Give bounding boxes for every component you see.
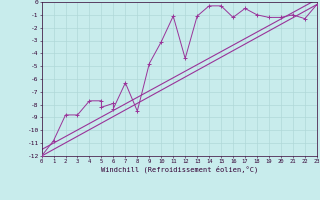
X-axis label: Windchill (Refroidissement éolien,°C): Windchill (Refroidissement éolien,°C) — [100, 165, 258, 173]
